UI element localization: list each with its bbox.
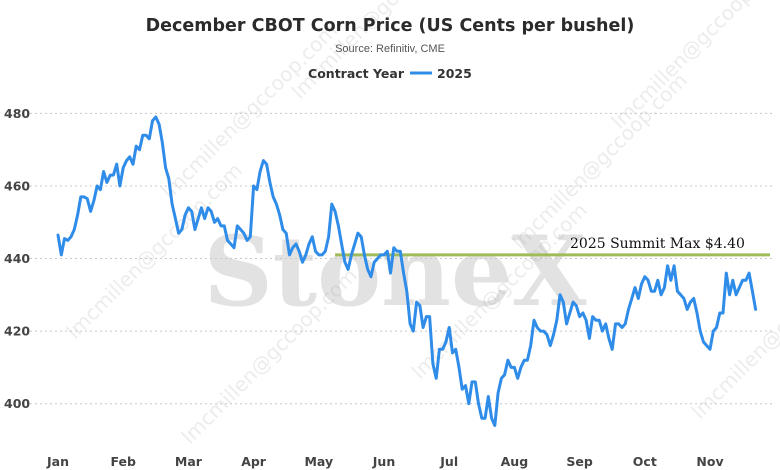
legend-entry-2025[interactable]: 2025 [437, 66, 472, 81]
y-tick-label: 480 [4, 106, 30, 121]
summit-max-label: 2025 Summit Max $4.40 [570, 236, 745, 252]
annotation-layer: 2025 Summit Max $4.40 [335, 236, 770, 257]
watermark-layer: StoneXlmcmillen@gccoop.comlmcmillen@gcco… [62, 0, 780, 449]
y-tick-label: 460 [4, 178, 30, 193]
x-tick-label: Jul [439, 454, 458, 469]
x-tick-label: Apr [241, 454, 267, 469]
series-layer [56, 115, 758, 427]
chart-title: December CBOT Corn Price (US Cents per b… [146, 16, 635, 36]
email-watermark: lmcmillen@gccoop.com [157, 18, 342, 203]
x-axis-ticks: Jan Feb Mar Apr May Jun Jul Aug Sep Oct Nov [46, 454, 724, 469]
x-tick-label: Oct [633, 454, 657, 469]
grid-lines [30, 112, 775, 405]
x-tick-label: Mar [175, 454, 203, 469]
x-tick-label: Sep [566, 454, 592, 469]
x-tick-label: Jan [46, 454, 69, 469]
y-tick-label: 400 [4, 396, 30, 411]
legend-title: Contract Year [308, 66, 405, 81]
y-tick-label: 440 [4, 251, 30, 266]
x-tick-label: Aug [501, 454, 529, 469]
x-tick-label: Jun [372, 454, 395, 469]
y-tick-label: 420 [4, 324, 30, 339]
x-tick-label: Feb [110, 454, 136, 469]
y-axis-ticks: 400 420 440 460 480 [4, 106, 30, 411]
legend[interactable]: Contract Year 2025 [308, 66, 472, 81]
email-watermark: lmcmillen@gccoop.com [507, 68, 692, 253]
chart-subtitle: Source: Refinitiv, CME [335, 43, 445, 55]
x-tick-label: Nov [696, 454, 723, 469]
brand-watermark: StoneX [203, 215, 587, 328]
x-tick-label: May [304, 454, 333, 469]
series-line-2025[interactable] [56, 115, 758, 427]
